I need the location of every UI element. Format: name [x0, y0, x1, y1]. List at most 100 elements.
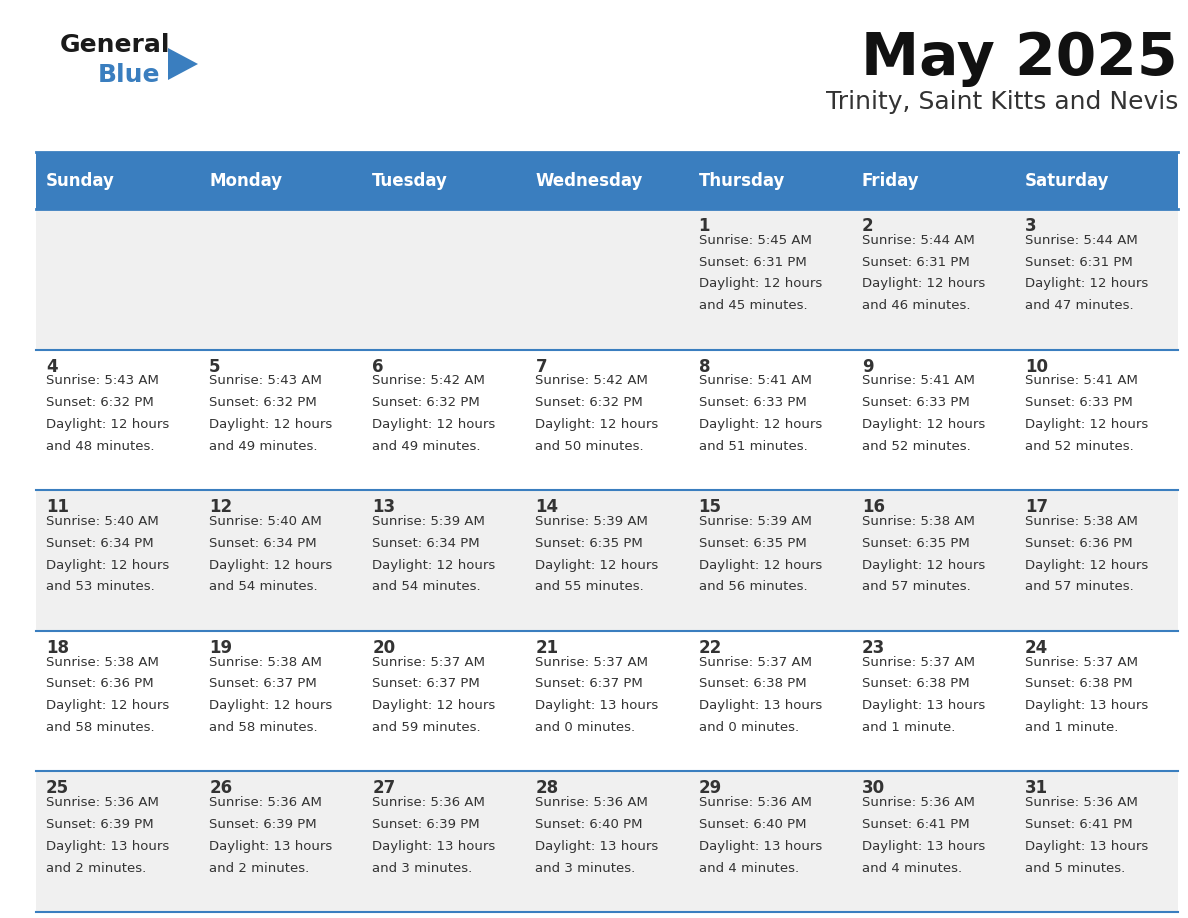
- Text: Daylight: 13 hours: Daylight: 13 hours: [46, 840, 169, 853]
- Bar: [362, 350, 525, 490]
- Bar: [362, 631, 525, 771]
- Text: Sunset: 6:36 PM: Sunset: 6:36 PM: [46, 677, 153, 690]
- Text: Sunrise: 5:43 AM: Sunrise: 5:43 AM: [209, 375, 322, 387]
- Text: and 52 minutes.: and 52 minutes.: [1025, 440, 1133, 453]
- Bar: [36, 771, 200, 912]
- Text: Daylight: 13 hours: Daylight: 13 hours: [536, 700, 658, 712]
- Text: Sunset: 6:31 PM: Sunset: 6:31 PM: [1025, 255, 1132, 269]
- Bar: [525, 350, 689, 490]
- Polygon shape: [168, 48, 198, 80]
- Text: Friday: Friday: [861, 172, 920, 189]
- Text: and 57 minutes.: and 57 minutes.: [1025, 580, 1133, 593]
- Text: Sunrise: 5:39 AM: Sunrise: 5:39 AM: [372, 515, 485, 528]
- Text: 3: 3: [1025, 217, 1036, 235]
- Text: Sunset: 6:32 PM: Sunset: 6:32 PM: [372, 397, 480, 409]
- Bar: [1015, 631, 1178, 771]
- Text: Sunrise: 5:39 AM: Sunrise: 5:39 AM: [536, 515, 649, 528]
- Bar: [852, 490, 1015, 631]
- Text: Sunrise: 5:44 AM: Sunrise: 5:44 AM: [1025, 234, 1138, 247]
- Text: 15: 15: [699, 498, 721, 516]
- Text: Daylight: 13 hours: Daylight: 13 hours: [861, 700, 985, 712]
- Text: Sunset: 6:35 PM: Sunset: 6:35 PM: [861, 537, 969, 550]
- Text: Sunrise: 5:37 AM: Sunrise: 5:37 AM: [536, 655, 649, 668]
- Text: and 49 minutes.: and 49 minutes.: [209, 440, 317, 453]
- Text: Sunset: 6:40 PM: Sunset: 6:40 PM: [536, 818, 643, 831]
- Text: Sunset: 6:34 PM: Sunset: 6:34 PM: [372, 537, 480, 550]
- Text: 30: 30: [861, 779, 885, 798]
- Text: and 58 minutes.: and 58 minutes.: [209, 721, 317, 734]
- Text: 11: 11: [46, 498, 69, 516]
- Text: Sunrise: 5:36 AM: Sunrise: 5:36 AM: [209, 796, 322, 809]
- Text: 20: 20: [372, 639, 396, 656]
- Bar: [525, 771, 689, 912]
- Bar: [36, 209, 200, 350]
- Text: Daylight: 12 hours: Daylight: 12 hours: [372, 418, 495, 431]
- Text: Sunrise: 5:39 AM: Sunrise: 5:39 AM: [699, 515, 811, 528]
- Text: Tuesday: Tuesday: [372, 172, 448, 189]
- Text: Sunset: 6:31 PM: Sunset: 6:31 PM: [699, 255, 807, 269]
- Text: 23: 23: [861, 639, 885, 656]
- Text: Sunset: 6:40 PM: Sunset: 6:40 PM: [699, 818, 807, 831]
- Text: Daylight: 12 hours: Daylight: 12 hours: [46, 558, 169, 572]
- Bar: [852, 631, 1015, 771]
- Bar: [852, 152, 1015, 209]
- Text: 31: 31: [1025, 779, 1048, 798]
- Text: 16: 16: [861, 498, 885, 516]
- Text: 10: 10: [1025, 358, 1048, 375]
- Text: Sunset: 6:35 PM: Sunset: 6:35 PM: [536, 537, 643, 550]
- Text: and 59 minutes.: and 59 minutes.: [372, 721, 481, 734]
- Bar: [689, 771, 852, 912]
- Text: 13: 13: [372, 498, 396, 516]
- Text: and 1 minute.: and 1 minute.: [861, 721, 955, 734]
- Text: 4: 4: [46, 358, 58, 375]
- Text: Sunset: 6:36 PM: Sunset: 6:36 PM: [1025, 537, 1132, 550]
- Text: Sunset: 6:38 PM: Sunset: 6:38 PM: [1025, 677, 1132, 690]
- Text: Daylight: 12 hours: Daylight: 12 hours: [536, 418, 658, 431]
- Text: Sunrise: 5:37 AM: Sunrise: 5:37 AM: [861, 655, 974, 668]
- Text: Daylight: 13 hours: Daylight: 13 hours: [1025, 840, 1148, 853]
- Text: 14: 14: [536, 498, 558, 516]
- Text: Sunrise: 5:41 AM: Sunrise: 5:41 AM: [861, 375, 974, 387]
- Text: Sunset: 6:34 PM: Sunset: 6:34 PM: [46, 537, 153, 550]
- Bar: [362, 490, 525, 631]
- Bar: [1015, 152, 1178, 209]
- Text: Sunrise: 5:37 AM: Sunrise: 5:37 AM: [699, 655, 811, 668]
- Text: Sunrise: 5:36 AM: Sunrise: 5:36 AM: [536, 796, 649, 809]
- Text: 1: 1: [699, 217, 710, 235]
- Text: Sunset: 6:39 PM: Sunset: 6:39 PM: [46, 818, 153, 831]
- Bar: [689, 152, 852, 209]
- Bar: [1015, 350, 1178, 490]
- Text: Daylight: 13 hours: Daylight: 13 hours: [209, 840, 333, 853]
- Text: 18: 18: [46, 639, 69, 656]
- Text: Sunset: 6:35 PM: Sunset: 6:35 PM: [699, 537, 807, 550]
- Bar: [852, 350, 1015, 490]
- Text: Sunset: 6:37 PM: Sunset: 6:37 PM: [209, 677, 317, 690]
- Text: Wednesday: Wednesday: [536, 172, 643, 189]
- Text: Blue: Blue: [97, 63, 160, 87]
- Text: and 0 minutes.: and 0 minutes.: [536, 721, 636, 734]
- Text: Sunrise: 5:36 AM: Sunrise: 5:36 AM: [699, 796, 811, 809]
- Text: May 2025: May 2025: [861, 30, 1178, 87]
- Text: Daylight: 12 hours: Daylight: 12 hours: [372, 558, 495, 572]
- Text: Daylight: 12 hours: Daylight: 12 hours: [1025, 418, 1148, 431]
- Bar: [689, 350, 852, 490]
- Text: Sunrise: 5:45 AM: Sunrise: 5:45 AM: [699, 234, 811, 247]
- Text: Sunrise: 5:36 AM: Sunrise: 5:36 AM: [46, 796, 159, 809]
- Text: General: General: [61, 33, 171, 57]
- Text: Sunday: Sunday: [46, 172, 115, 189]
- Text: 17: 17: [1025, 498, 1048, 516]
- Bar: [1015, 209, 1178, 350]
- Bar: [852, 209, 1015, 350]
- Text: and 49 minutes.: and 49 minutes.: [372, 440, 481, 453]
- Text: Sunset: 6:32 PM: Sunset: 6:32 PM: [209, 397, 317, 409]
- Text: Sunset: 6:32 PM: Sunset: 6:32 PM: [46, 397, 153, 409]
- Bar: [689, 631, 852, 771]
- Text: and 2 minutes.: and 2 minutes.: [209, 862, 309, 875]
- Text: and 3 minutes.: and 3 minutes.: [536, 862, 636, 875]
- Text: Sunrise: 5:41 AM: Sunrise: 5:41 AM: [699, 375, 811, 387]
- Text: Daylight: 12 hours: Daylight: 12 hours: [699, 558, 822, 572]
- Text: and 58 minutes.: and 58 minutes.: [46, 721, 154, 734]
- Text: Thursday: Thursday: [699, 172, 785, 189]
- Text: 7: 7: [536, 358, 546, 375]
- Text: Sunset: 6:34 PM: Sunset: 6:34 PM: [209, 537, 317, 550]
